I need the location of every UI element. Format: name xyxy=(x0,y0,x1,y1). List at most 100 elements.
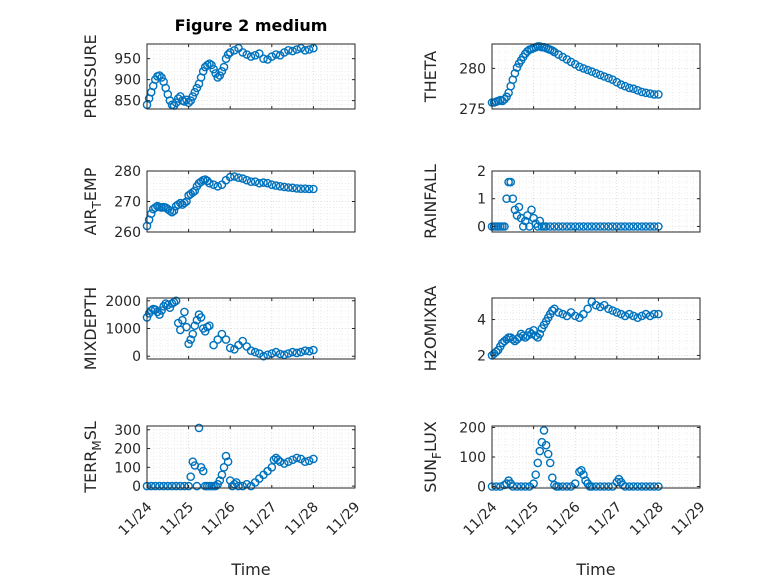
data-point xyxy=(637,87,647,97)
y-axis-label-subscript: M xyxy=(90,440,104,450)
data-point xyxy=(267,462,277,472)
data-point xyxy=(209,180,218,189)
data-point xyxy=(155,481,164,491)
data-point xyxy=(215,476,225,485)
data-point xyxy=(535,329,545,339)
data-point xyxy=(512,482,522,491)
data-point xyxy=(196,177,206,186)
data-point xyxy=(587,67,597,76)
data-point xyxy=(157,306,166,315)
y-tick-label: 2 xyxy=(477,164,486,180)
data-point xyxy=(184,481,193,491)
subplot-4: 0 1 2 RAINFALL xyxy=(421,164,701,239)
y-tick-label: 100 xyxy=(114,460,141,476)
y-tick-label: 850 xyxy=(114,94,141,110)
y-axis-label-tail: EMP xyxy=(81,167,100,201)
data-point xyxy=(604,304,613,314)
data-point xyxy=(521,216,530,226)
data-point xyxy=(309,454,318,464)
data-point xyxy=(213,181,222,191)
y-axis-label-subscript: F xyxy=(430,452,444,459)
data-point xyxy=(234,173,243,182)
data-point xyxy=(221,54,231,64)
data-point xyxy=(155,310,164,319)
data-point xyxy=(296,43,306,53)
data-point xyxy=(654,309,663,319)
data-point xyxy=(518,331,528,341)
data-point xyxy=(182,322,191,332)
data-point xyxy=(645,222,655,231)
data-point xyxy=(190,186,200,196)
data-point xyxy=(649,482,659,491)
data-point xyxy=(629,222,638,231)
y-axis-label-main: H2OMIXRA xyxy=(421,286,440,372)
data-point xyxy=(616,80,626,89)
y-axis-label-subscript: T xyxy=(90,201,104,210)
data-point xyxy=(146,209,156,218)
data-point xyxy=(242,175,252,185)
data-point xyxy=(259,54,268,64)
data-point xyxy=(200,326,210,336)
data-point xyxy=(558,309,568,319)
subplot-3: 260 270 280 AIRTEMP xyxy=(81,164,356,241)
data-point xyxy=(558,222,568,231)
data-point xyxy=(234,481,243,491)
data-point xyxy=(570,60,580,69)
y-axis-label-main: SUN xyxy=(421,459,440,493)
data-point xyxy=(175,481,185,491)
data-point xyxy=(192,481,202,491)
data-point xyxy=(554,222,563,231)
data-point xyxy=(159,481,168,491)
y-tick-label: 2000 xyxy=(105,294,141,310)
data-point xyxy=(570,311,580,321)
y-tick-label: 900 xyxy=(114,73,141,89)
data-point xyxy=(654,90,663,99)
y-axis-label: PRESSURE xyxy=(81,34,100,118)
data-point xyxy=(502,194,511,203)
data-point xyxy=(575,222,584,231)
data-point xyxy=(591,482,601,491)
subplot-6: 2 4 H2OMIXRA xyxy=(421,286,701,372)
data-point xyxy=(516,482,526,491)
y-tick-label: 1000 xyxy=(105,322,141,338)
y-tick-label: 260 xyxy=(114,225,141,241)
data-point xyxy=(207,60,216,70)
data-point xyxy=(649,222,659,231)
y-axis-label-main: AIR xyxy=(81,209,100,236)
axes-box xyxy=(491,170,701,233)
data-point xyxy=(649,90,659,99)
data-point xyxy=(169,206,179,215)
data-point xyxy=(633,86,642,95)
data-point xyxy=(296,347,306,357)
data-point xyxy=(558,52,568,62)
data-point xyxy=(604,73,613,83)
data-point xyxy=(192,83,202,93)
data-point xyxy=(279,350,289,360)
data-point xyxy=(604,482,613,491)
data-point xyxy=(273,455,283,465)
y-tick-label: 1 xyxy=(477,192,486,208)
y-tick-label: 950 xyxy=(114,52,141,68)
axes-box xyxy=(491,43,701,110)
y-tick-label: 280 xyxy=(459,61,486,77)
subplot-1: 850 900 950 Figure 2 medium PRESSURE xyxy=(81,16,356,119)
data-point xyxy=(304,184,314,194)
y-tick-label: 0 xyxy=(477,219,486,235)
data-point xyxy=(512,334,522,344)
data-point xyxy=(620,482,630,491)
data-point xyxy=(284,183,293,192)
data-point xyxy=(217,329,227,339)
data-point xyxy=(225,343,235,353)
data-point xyxy=(292,45,302,54)
data-point xyxy=(271,181,281,190)
axes-box xyxy=(491,297,701,360)
y-tick-label: 200 xyxy=(459,420,486,436)
data-point xyxy=(242,50,252,59)
subplot-2: 275 280 THETA xyxy=(421,42,701,118)
data-point xyxy=(612,308,622,317)
data-point xyxy=(250,177,260,186)
data-point xyxy=(558,482,568,491)
data-point xyxy=(246,346,256,356)
data-point xyxy=(196,313,206,322)
data-point xyxy=(616,222,626,231)
